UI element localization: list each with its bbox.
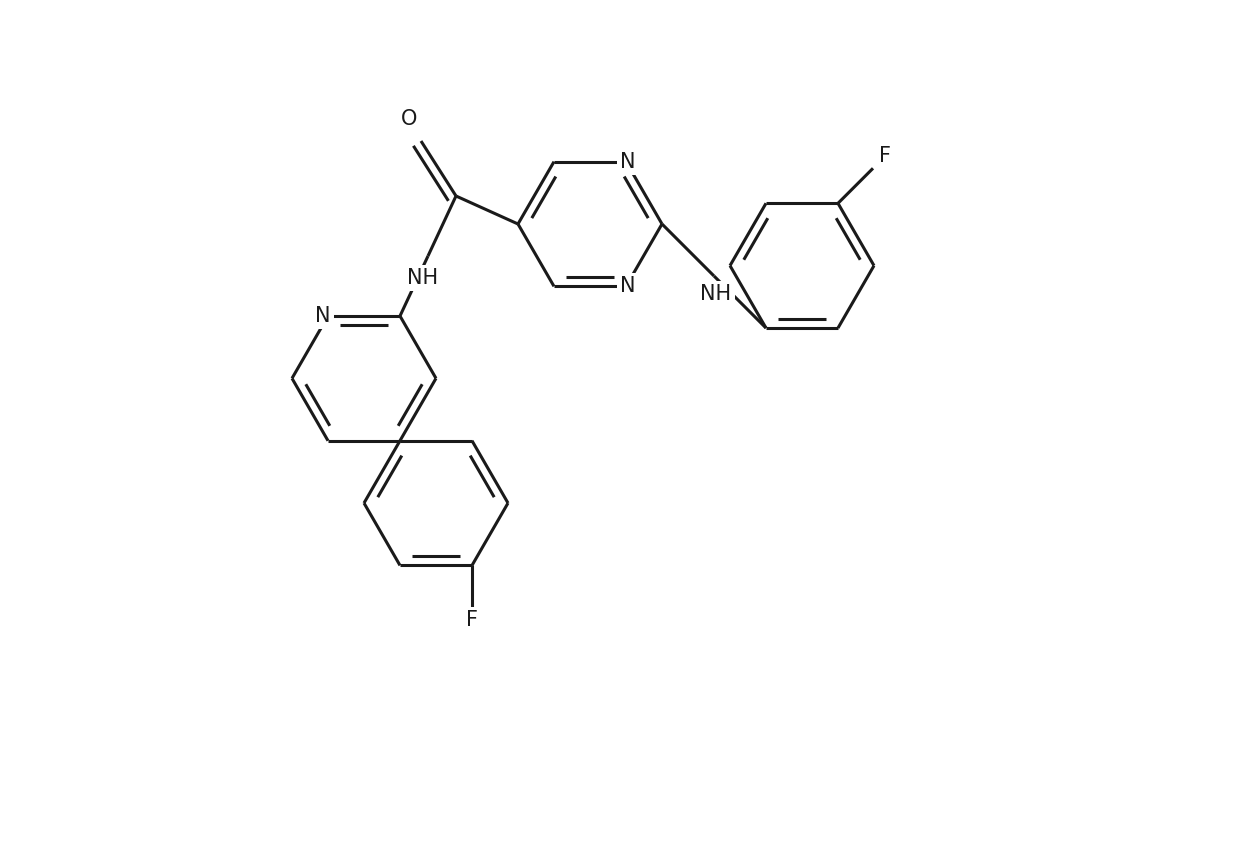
Text: F: F	[879, 146, 890, 166]
Text: NH: NH	[700, 284, 731, 304]
Text: N: N	[620, 276, 636, 296]
Text: O: O	[401, 109, 417, 129]
Text: NH: NH	[408, 268, 438, 288]
Text: F: F	[466, 610, 478, 631]
Text: N: N	[315, 306, 331, 326]
Text: N: N	[620, 152, 636, 172]
